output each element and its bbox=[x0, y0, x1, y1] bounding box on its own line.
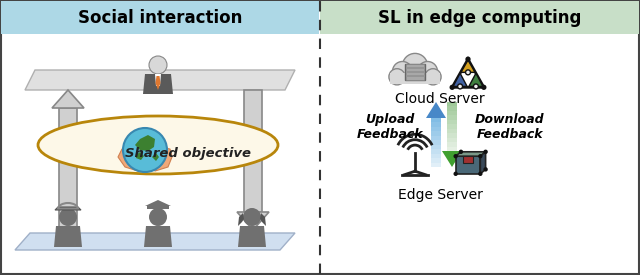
Polygon shape bbox=[442, 151, 462, 167]
Bar bbox=[406, 68, 424, 72]
Polygon shape bbox=[148, 147, 172, 171]
Circle shape bbox=[418, 62, 438, 81]
Polygon shape bbox=[447, 129, 457, 133]
Polygon shape bbox=[238, 213, 244, 226]
Circle shape bbox=[459, 150, 463, 154]
Polygon shape bbox=[144, 226, 172, 247]
Polygon shape bbox=[447, 147, 457, 151]
Polygon shape bbox=[55, 207, 81, 210]
Bar bbox=[406, 76, 424, 79]
Circle shape bbox=[425, 69, 441, 85]
Polygon shape bbox=[447, 133, 457, 138]
Polygon shape bbox=[469, 73, 483, 86]
Polygon shape bbox=[431, 127, 441, 131]
Polygon shape bbox=[431, 114, 441, 118]
Polygon shape bbox=[145, 200, 171, 206]
Circle shape bbox=[481, 85, 486, 90]
Circle shape bbox=[465, 57, 470, 62]
Polygon shape bbox=[52, 90, 84, 108]
Polygon shape bbox=[431, 140, 441, 145]
Circle shape bbox=[123, 128, 167, 172]
Circle shape bbox=[474, 84, 478, 89]
Polygon shape bbox=[59, 108, 77, 230]
Bar bbox=[1, 1, 319, 34]
Ellipse shape bbox=[38, 116, 278, 174]
Bar bbox=[320, 1, 639, 34]
Text: Social interaction: Social interaction bbox=[78, 9, 242, 27]
Polygon shape bbox=[447, 124, 457, 129]
Polygon shape bbox=[447, 111, 457, 115]
Polygon shape bbox=[431, 145, 441, 149]
Polygon shape bbox=[447, 151, 457, 155]
Circle shape bbox=[243, 208, 261, 226]
Polygon shape bbox=[136, 152, 144, 160]
Polygon shape bbox=[237, 212, 269, 230]
Circle shape bbox=[149, 208, 167, 226]
Polygon shape bbox=[260, 213, 266, 226]
Polygon shape bbox=[118, 147, 145, 171]
Polygon shape bbox=[431, 163, 441, 167]
Circle shape bbox=[449, 85, 455, 90]
Polygon shape bbox=[431, 136, 441, 140]
Circle shape bbox=[483, 150, 488, 154]
FancyBboxPatch shape bbox=[405, 64, 425, 80]
Circle shape bbox=[483, 167, 488, 172]
Polygon shape bbox=[453, 73, 467, 86]
Text: Upload
Feedback: Upload Feedback bbox=[356, 113, 423, 141]
Polygon shape bbox=[431, 122, 441, 127]
Circle shape bbox=[458, 84, 463, 89]
Polygon shape bbox=[431, 118, 441, 122]
Polygon shape bbox=[15, 233, 295, 250]
Polygon shape bbox=[244, 90, 262, 212]
Circle shape bbox=[478, 172, 483, 176]
Polygon shape bbox=[447, 106, 457, 111]
Polygon shape bbox=[155, 74, 161, 86]
Polygon shape bbox=[152, 153, 159, 161]
Polygon shape bbox=[143, 74, 173, 94]
Polygon shape bbox=[54, 226, 82, 247]
Polygon shape bbox=[135, 135, 155, 151]
Circle shape bbox=[454, 154, 458, 158]
Polygon shape bbox=[447, 116, 457, 120]
Bar bbox=[390, 73, 440, 84]
Polygon shape bbox=[238, 226, 266, 247]
Circle shape bbox=[149, 56, 167, 74]
Polygon shape bbox=[480, 152, 486, 174]
Polygon shape bbox=[456, 156, 480, 174]
Text: Download
Feedback: Download Feedback bbox=[475, 113, 545, 141]
Text: Cloud Server: Cloud Server bbox=[395, 92, 485, 106]
Circle shape bbox=[389, 69, 405, 85]
Polygon shape bbox=[456, 152, 486, 156]
Bar bbox=[406, 64, 424, 67]
Polygon shape bbox=[447, 142, 457, 147]
Circle shape bbox=[454, 172, 458, 176]
Polygon shape bbox=[431, 154, 441, 158]
Text: SL in edge computing: SL in edge computing bbox=[378, 9, 582, 27]
Polygon shape bbox=[447, 102, 457, 106]
Circle shape bbox=[403, 53, 428, 79]
Polygon shape bbox=[147, 206, 169, 209]
Polygon shape bbox=[25, 70, 295, 90]
Polygon shape bbox=[461, 60, 475, 72]
Circle shape bbox=[478, 154, 483, 158]
Polygon shape bbox=[447, 138, 457, 142]
Circle shape bbox=[392, 62, 412, 81]
Polygon shape bbox=[431, 149, 441, 154]
Bar bbox=[406, 72, 424, 75]
Polygon shape bbox=[426, 102, 446, 118]
Polygon shape bbox=[431, 158, 441, 163]
Polygon shape bbox=[431, 131, 441, 136]
Polygon shape bbox=[463, 156, 474, 163]
Circle shape bbox=[59, 208, 77, 226]
Polygon shape bbox=[447, 120, 457, 124]
Polygon shape bbox=[156, 76, 161, 90]
Text: Edge Server: Edge Server bbox=[397, 188, 483, 202]
Text: Shared objective: Shared objective bbox=[125, 147, 251, 160]
Circle shape bbox=[465, 70, 470, 75]
